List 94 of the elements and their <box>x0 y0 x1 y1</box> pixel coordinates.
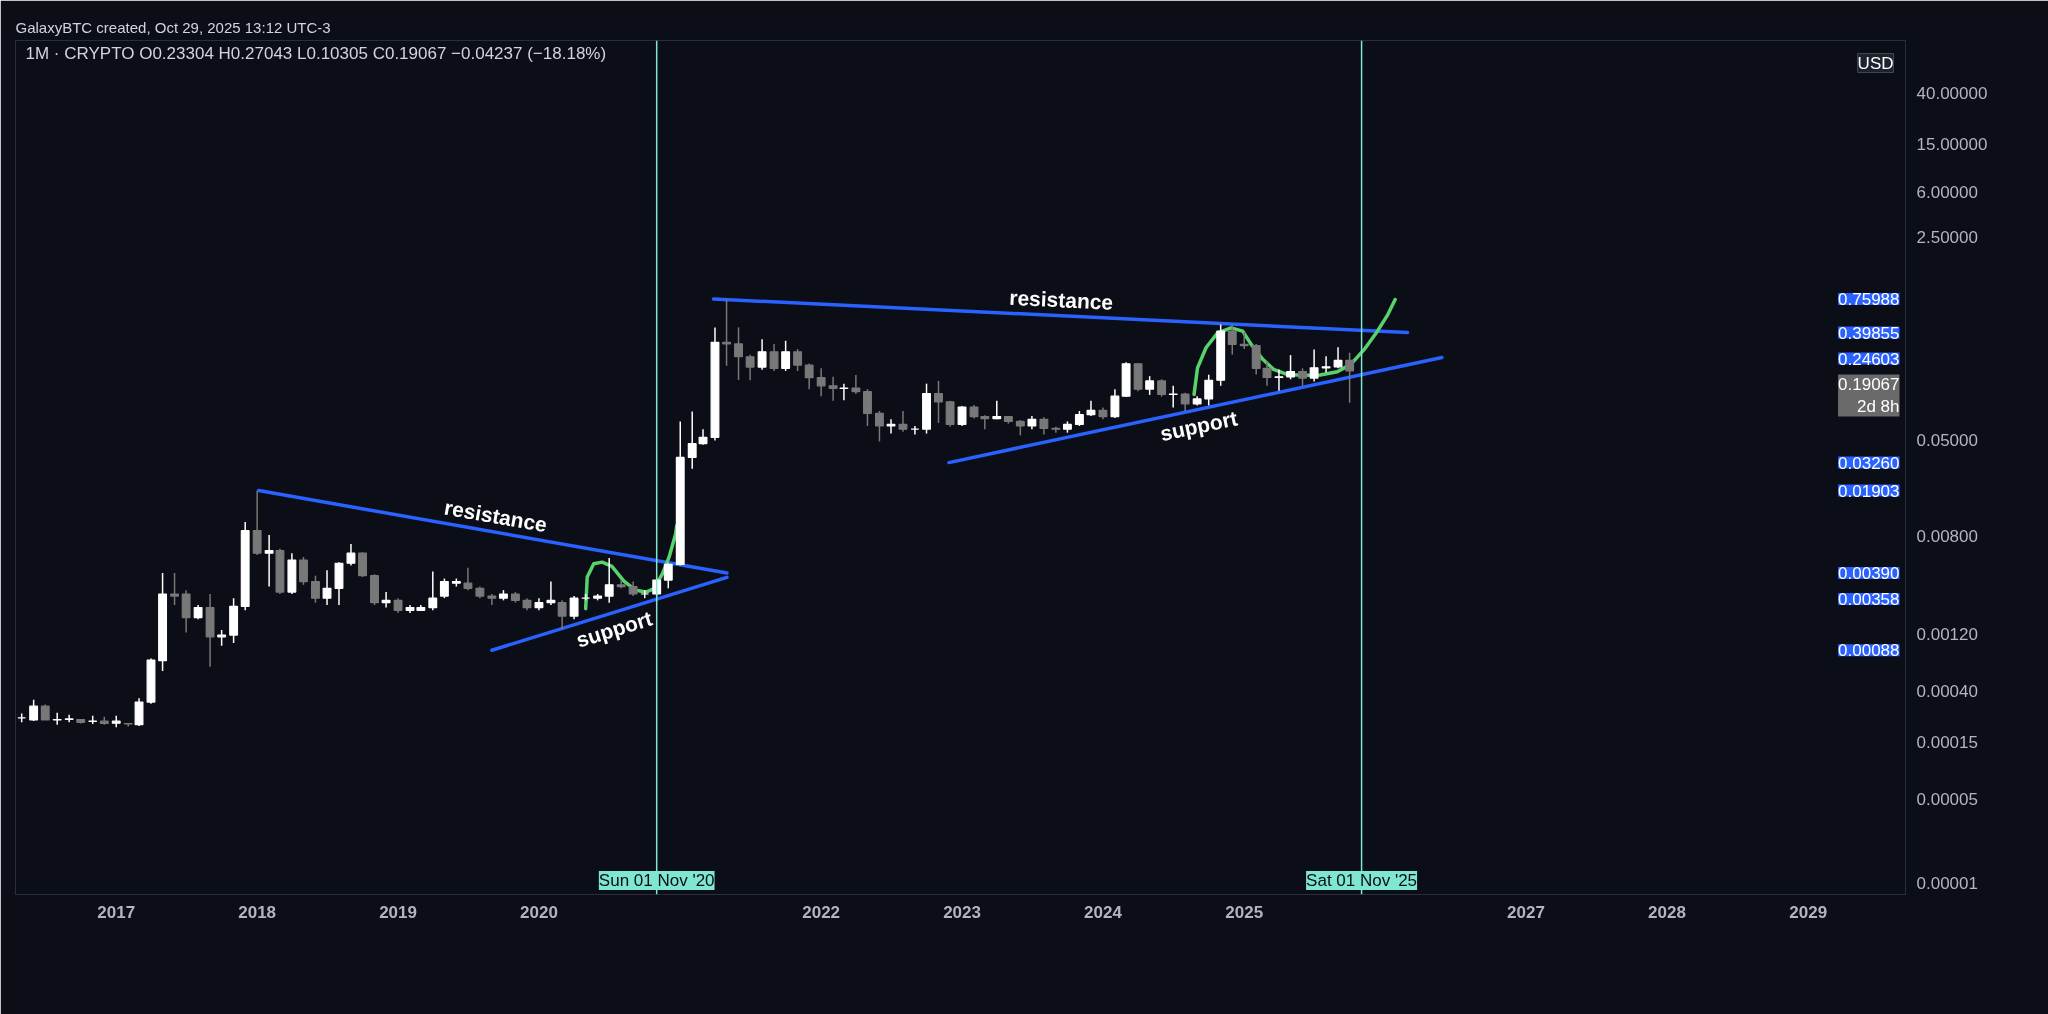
candlestick <box>381 591 391 609</box>
candlestick <box>546 580 556 606</box>
candlestick <box>1333 346 1343 370</box>
candlestick <box>757 338 767 371</box>
candlestick <box>1227 323 1237 356</box>
candlestick <box>310 574 320 604</box>
y-tick-label: 0.00015 <box>1916 733 1978 753</box>
candlestick <box>1168 385 1178 409</box>
x-tick-label: 2028 <box>1648 902 1686 922</box>
y-tick-label: 0.05000 <box>1916 431 1978 451</box>
x-tick-label: 2019 <box>379 902 417 922</box>
y-tick-label: 2.50000 <box>1916 228 1978 248</box>
x-tick-label: 2023 <box>943 902 981 922</box>
candlestick <box>769 343 779 372</box>
y-tick-label: 0.00120 <box>1916 625 1978 645</box>
candlestick <box>663 562 673 590</box>
candlestick <box>828 376 838 402</box>
candlestick <box>734 326 743 381</box>
candlestick <box>934 380 943 424</box>
text: support <box>573 606 655 652</box>
text: support <box>1158 406 1240 446</box>
chart-title: 1M · CRYPTO O0.23304 H0.27043 L0.10305 C0.19067 −0.04237 (−18.18%) <box>25 43 607 63</box>
candlestick <box>170 572 179 606</box>
annotation: 0.00390 <box>1838 563 1900 583</box>
annotation: 0.03260 <box>1838 453 1900 473</box>
candlestick <box>557 599 567 631</box>
candlestick <box>1309 348 1319 383</box>
candlestick <box>358 551 367 578</box>
candlestick <box>252 489 262 556</box>
y-tick-label: 0.00800 <box>1916 526 1978 546</box>
candlestick <box>1239 331 1249 350</box>
annotation: 0.00358 <box>1838 589 1900 609</box>
candlestick <box>722 298 732 367</box>
candlestick <box>687 410 697 470</box>
annotation: 0.00088 <box>1838 641 1900 661</box>
line-series <box>1192 297 1397 397</box>
annotation: 0.24603 <box>1838 349 1900 369</box>
candlestick <box>439 577 449 599</box>
candlestick <box>851 374 861 395</box>
y-tick-label: 6.00000 <box>1916 182 1978 202</box>
candlestick <box>1345 351 1355 404</box>
candlestick <box>793 348 803 372</box>
line-series <box>583 523 679 611</box>
candlestick <box>745 353 755 382</box>
candlestick <box>1274 368 1284 392</box>
ref-line-label: Sat 01 Nov '25 <box>1306 871 1418 890</box>
x-tick-label: 2017 <box>97 902 136 922</box>
text: GalaxyBTC created, Oct 29, 2025 13:12 UTC-3 <box>15 18 331 36</box>
candlestick <box>181 589 191 634</box>
x-tick-label: 2018 <box>238 902 277 922</box>
candlestick <box>1110 388 1120 419</box>
annotation: 0.75988 <box>1838 289 1900 309</box>
candlestick <box>29 698 39 722</box>
text: resistance <box>442 495 549 537</box>
candlestick <box>134 697 144 727</box>
y-tick-label: 15.00000 <box>1916 135 1988 155</box>
candlestick <box>1321 355 1331 374</box>
candlestick <box>569 595 579 620</box>
y-tick-label: 0.00005 <box>1916 790 1978 810</box>
candlestick <box>322 569 332 606</box>
annotation: 0.19067 2d 8h <box>1838 374 1900 417</box>
candlestick <box>52 711 62 726</box>
annotation: 0.39855 <box>1838 323 1900 343</box>
candlestick <box>898 410 908 433</box>
y-tick-label: 40.00000 <box>1916 84 1988 104</box>
series-label: resistance <box>1008 285 1114 314</box>
candlestick <box>945 400 955 428</box>
candlestick <box>346 543 356 567</box>
candlestick <box>463 567 473 591</box>
y-tick-label: 0.00040 <box>1916 682 1978 702</box>
candlestick <box>428 570 438 612</box>
candlestick <box>604 557 614 604</box>
candlestick <box>839 382 849 402</box>
candlestick <box>1286 354 1296 381</box>
annotation: USD <box>1857 53 1894 73</box>
x-tick-label: 2022 <box>802 902 841 922</box>
candlestick <box>886 418 896 435</box>
x-tick-label: 2020 <box>520 902 558 922</box>
candlestick <box>781 340 791 372</box>
candlestick <box>804 362 814 390</box>
x-tick-label: 2025 <box>1225 902 1264 922</box>
x-tick-label: 2024 <box>1084 902 1123 922</box>
candlestick <box>1145 375 1155 396</box>
candlestick <box>299 556 308 586</box>
y-tick-label: 0.00001 <box>1916 873 1978 893</box>
candlestick <box>863 388 872 427</box>
annotation: 0.01903 <box>1838 481 1900 501</box>
ref-line-label: Sun 01 Nov '20 <box>598 871 715 890</box>
candlestick <box>816 367 826 397</box>
candlestick <box>874 410 884 443</box>
candlestick <box>1204 373 1214 407</box>
candlestick <box>264 534 274 588</box>
x-tick-label: 2029 <box>1789 902 1828 922</box>
x-tick-label: 2027 <box>1507 902 1545 922</box>
